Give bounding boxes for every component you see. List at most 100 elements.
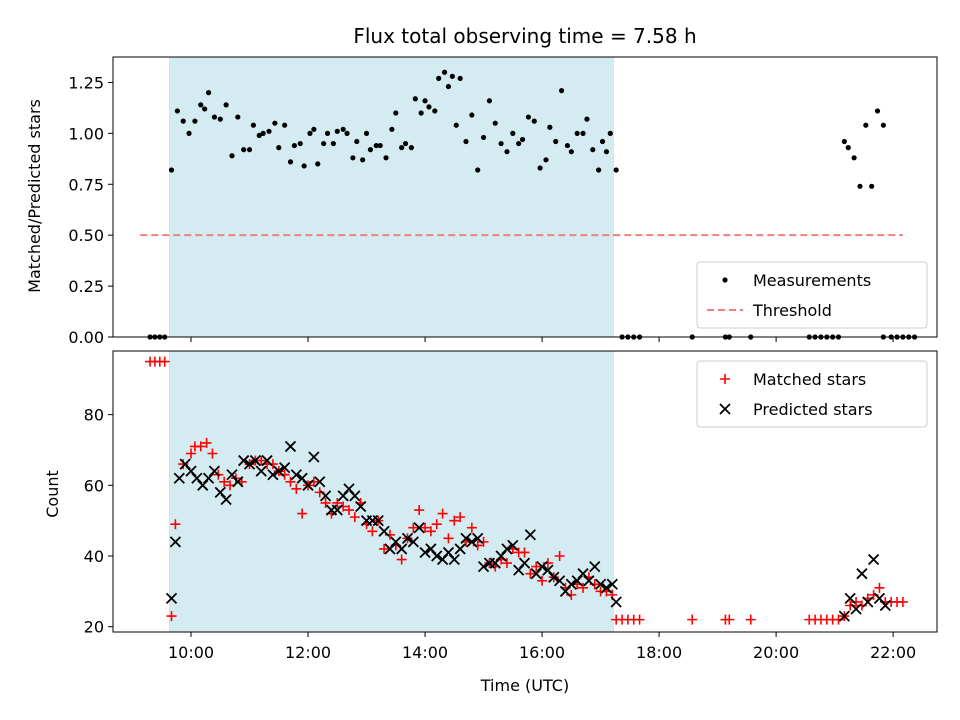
predicted-stars-point <box>589 560 601 573</box>
y-tick-label: 20 <box>84 618 104 637</box>
predicted-stars-point <box>396 543 408 555</box>
measurement-point <box>229 153 235 159</box>
bottom-x-ticks: 10:00 12:00 14:00 16:00 18:00 20:00 22:00 <box>168 632 916 662</box>
measurement-point <box>504 149 510 155</box>
predicted-stars-point <box>173 472 185 484</box>
measurement-point <box>543 157 549 163</box>
predicted-stars-point <box>867 553 880 566</box>
measurement-point <box>874 108 881 114</box>
x-tick-label: 20:00 <box>753 643 799 662</box>
matched-stars-point <box>396 554 407 565</box>
measurement-point <box>418 110 424 116</box>
predicted-stars-point <box>472 532 484 544</box>
measurement-point <box>547 124 553 130</box>
x-tick-label: 10:00 <box>168 643 214 662</box>
measurement-point <box>580 130 586 136</box>
chart-title: Flux total observing time = 7.58 h <box>353 24 696 48</box>
measurement-point <box>399 145 405 151</box>
measurement-point <box>558 88 565 94</box>
predicted-stars-point <box>838 610 850 622</box>
matched-stars-point <box>159 356 170 367</box>
measurement-point <box>192 118 198 124</box>
matched-stars-point <box>874 582 885 593</box>
predicted-stars-point <box>419 546 431 559</box>
matched-stars-point <box>466 522 477 533</box>
measurement-point <box>445 83 452 90</box>
predicted-stars-point <box>208 465 221 477</box>
top-shaded-interval <box>169 56 614 338</box>
measurement-point <box>436 75 442 81</box>
measurement-point <box>315 161 321 167</box>
top-axes-frame <box>112 56 938 338</box>
x-axis-label: Time (UTC) <box>480 676 569 695</box>
measurement-point <box>596 167 602 173</box>
matched-stars-point <box>687 614 698 625</box>
predicted-stars-point <box>536 560 548 573</box>
measurement-point <box>360 157 366 163</box>
predicted-stars-point <box>862 596 874 608</box>
measurement-point <box>211 114 218 120</box>
measurement-point <box>223 102 229 108</box>
measurement-point <box>291 142 297 149</box>
measurement-point <box>412 96 418 102</box>
measurement-point <box>498 140 504 147</box>
predicted-stars-point <box>331 504 343 516</box>
measurement-point <box>344 130 350 136</box>
predicted-stars-point <box>255 465 267 477</box>
bottom-plot-area <box>145 356 908 625</box>
matched-stars-point <box>554 551 565 562</box>
top-panel: 0.00 0.25 0.50 0.75 1.00 1.25 Matched/Predict… <box>25 56 938 347</box>
matched-stars-point <box>443 533 454 544</box>
measurement-point <box>590 147 596 153</box>
matched-stars-point <box>343 505 354 516</box>
measurement-point <box>321 140 327 147</box>
y-tick-label: 0.75 <box>68 175 104 194</box>
predicted-stars-point <box>232 476 244 488</box>
predicted-stars-point <box>507 539 519 552</box>
legend-box <box>696 261 928 329</box>
predicted-stars-point <box>220 493 232 506</box>
predicted-stars-point <box>548 571 560 583</box>
predicted-stars-point <box>378 525 390 537</box>
legend-label: Predicted stars <box>753 400 873 419</box>
predicted-stars-point <box>594 578 607 590</box>
measurement-point <box>389 126 395 132</box>
measurement-point <box>441 69 448 75</box>
measurement-point <box>426 104 432 110</box>
measurement-point <box>574 130 580 136</box>
predicted-stars-point <box>319 490 332 502</box>
x-tick-label: 18:00 <box>636 643 682 662</box>
y-tick-label: 60 <box>84 476 104 495</box>
x-tick-label: 14:00 <box>402 643 448 662</box>
measurement-point <box>330 140 336 147</box>
measurement-point <box>250 122 257 128</box>
measurement-point <box>845 145 851 151</box>
predicted-stars-point <box>501 543 513 555</box>
top-x-ticks <box>190 337 894 342</box>
matched-stars-point <box>219 476 230 487</box>
measurement-point <box>880 122 886 128</box>
predicted-stars-point <box>273 465 285 477</box>
measurement-point <box>276 145 282 151</box>
matched-stars-point <box>291 483 302 494</box>
y-tick-label: 40 <box>84 547 104 566</box>
measurement-point <box>457 75 463 81</box>
matched-stars-point <box>519 547 530 558</box>
measurement-point <box>519 136 526 143</box>
measurement-point <box>241 147 247 153</box>
y-tick-label: 0.25 <box>68 277 104 296</box>
bottom-axes-frame <box>112 350 938 633</box>
y-tick-label: 0.50 <box>68 226 104 245</box>
measurement-point <box>205 90 212 96</box>
bottom-shaded-interval <box>169 350 614 633</box>
measurement-point <box>432 108 438 114</box>
predicted-stars-point <box>524 529 536 541</box>
matched-stars-point <box>186 448 197 459</box>
measurement-point <box>168 167 175 173</box>
measurement-point <box>272 120 278 126</box>
measurement-point <box>486 98 493 104</box>
predicted-stars-point <box>407 536 419 548</box>
predicted-stars-point <box>284 440 297 453</box>
measurement-point <box>383 155 389 161</box>
measurement-point <box>311 126 317 132</box>
